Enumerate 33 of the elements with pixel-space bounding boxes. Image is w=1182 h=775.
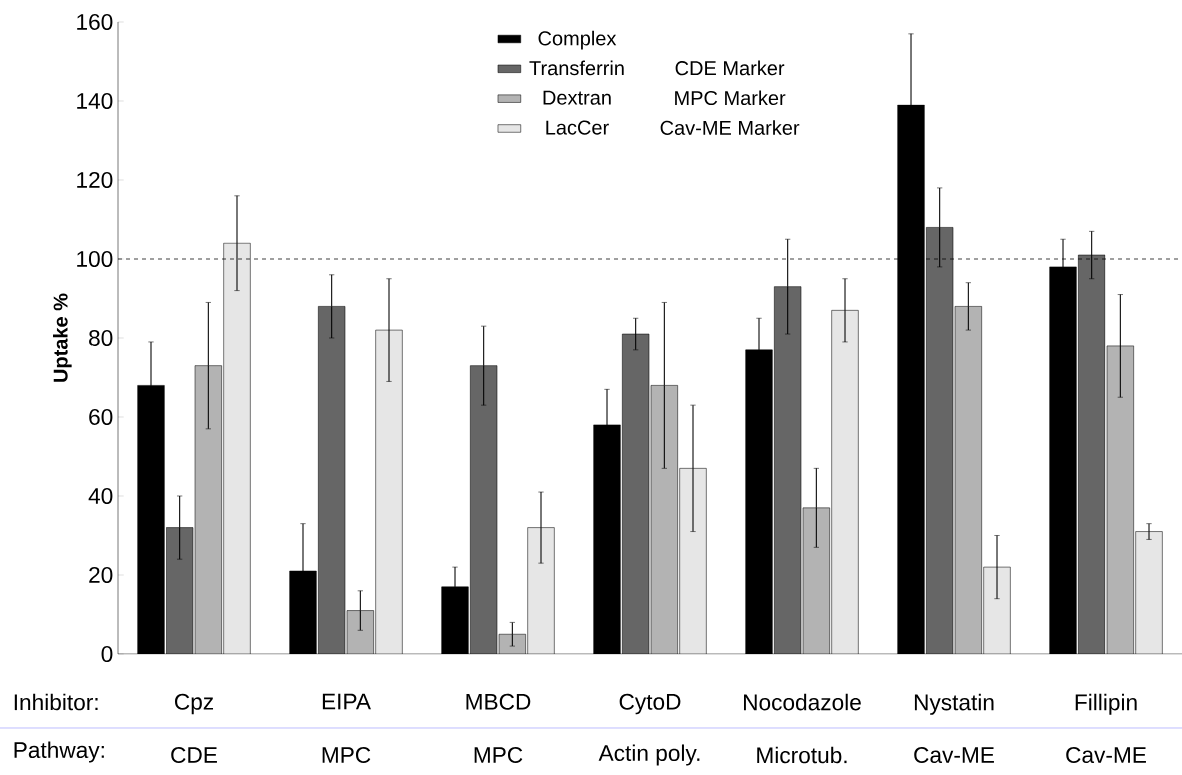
legend-label: Transferrin	[529, 60, 624, 76]
x-tick-label: Nystatin	[914, 693, 994, 715]
y-tick-label: 160	[77, 13, 113, 31]
legend-label: LacCer	[546, 120, 609, 135]
annotation: CDE Marker	[675, 60, 785, 76]
text: MPC	[322, 746, 371, 764]
text: Pathway:	[14, 741, 104, 763]
x-tick-label: Cpz	[175, 693, 214, 715]
x-tick-label: MBCD	[466, 693, 531, 710]
y-tick-label: 100	[77, 250, 113, 268]
legend-label: Complex	[538, 30, 617, 50]
y-tick-label: 140	[77, 92, 113, 110]
y-tick-label: 80	[89, 329, 113, 347]
x-tick-label: Nocodazole	[744, 693, 861, 711]
x-tick-label: CytoD	[619, 693, 681, 715]
text: Cav-ME	[914, 746, 994, 764]
legend-label: Dextran	[543, 90, 611, 105]
x-tick-label: Fillipin	[1075, 693, 1137, 715]
text: Inhibitor:	[14, 693, 98, 711]
text: CDE	[171, 746, 217, 764]
y-tick-label: 40	[88, 487, 113, 505]
text: MPC	[474, 746, 523, 764]
annotation: Cav-ME Marker	[660, 120, 800, 135]
annotation: MPC Marker	[675, 90, 786, 106]
text: Microtub.	[757, 746, 847, 764]
text: Actin poly.	[598, 744, 700, 766]
x-tick-label: EIPA	[322, 693, 371, 710]
text: Cav-ME	[1066, 746, 1146, 764]
y-tick-label: 0	[101, 645, 113, 663]
y-axis-title: Uptake %	[53, 293, 72, 382]
y-tick-label: 20	[89, 566, 113, 584]
y-tick-label: 60	[89, 408, 113, 426]
y-tick-label: 120	[77, 171, 113, 189]
